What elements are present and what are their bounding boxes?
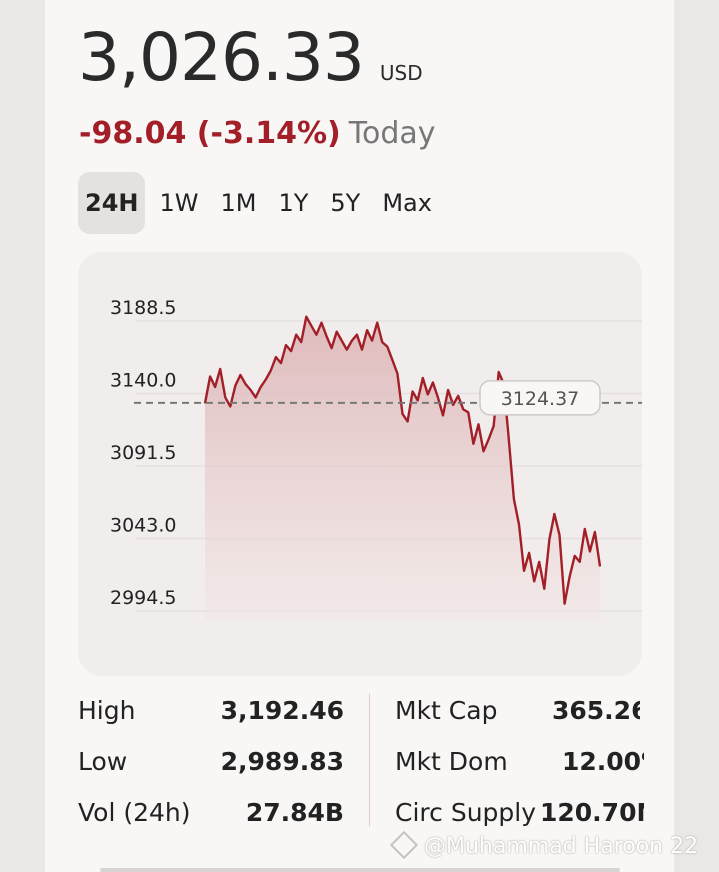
tab-1w[interactable]: 1W <box>159 189 199 217</box>
y-tick-label: 3043.0 <box>110 515 176 537</box>
mkt-dom-clip: 12.00% <box>538 745 644 779</box>
mkt-cap-clip: 365.26 <box>538 694 640 728</box>
mkt-dom-label: Mkt Dom <box>395 747 508 776</box>
volume-label: Vol (24h) <box>78 798 191 827</box>
currency-label: USD <box>379 61 423 85</box>
tab-24h[interactable]: 24H <box>78 172 146 234</box>
watermark: @Muhammad Haroon 22 <box>389 830 699 860</box>
mkt-dom-value: 12.00% <box>562 747 644 776</box>
low-value: 2,989.83 <box>220 747 344 776</box>
change-period: Today <box>348 116 436 151</box>
watermark-logo-icon <box>389 830 419 860</box>
reference-badge <box>479 380 601 416</box>
price-chart[interactable]: 3188.5 3140.0 3091.5 3043.0 2994.5 3124.37 <box>78 252 642 676</box>
watermark-text: @Muhammad Haroon 22 <box>424 834 699 859</box>
low-label: Low <box>78 747 128 776</box>
price-line <box>203 315 602 605</box>
tab-1m[interactable]: 1M <box>220 189 257 217</box>
price-header: 3,026.33 USD <box>78 18 423 98</box>
tab-max[interactable]: Max <box>382 189 432 217</box>
price-change-row: -98.04 (-3.14%) Today <box>79 112 436 156</box>
tab-1y[interactable]: 1Y <box>278 189 309 217</box>
volume-value: 27.84B <box>245 798 344 827</box>
circ-supply-value: 120.70M <box>540 798 644 827</box>
circ-supply-clip: 120.70M <box>538 796 644 830</box>
high-value: 3,192.46 <box>220 696 344 725</box>
y-tick-label: 3140.0 <box>110 370 176 392</box>
tab-5y[interactable]: 5Y <box>330 189 361 217</box>
price-chart-svg: 3188.5 3140.0 3091.5 3043.0 2994.5 3124.37 <box>110 297 642 619</box>
timeframe-tabs: 24H 1W 1M 1Y 5Y Max <box>78 172 446 234</box>
current-price: 3,026.33 <box>78 19 365 96</box>
reference-value: 3124.37 <box>501 388 580 410</box>
y-tick-label: 3188.5 <box>110 297 176 319</box>
price-change: -98.04 (-3.14%) <box>79 116 341 151</box>
bottom-edge <box>100 868 620 872</box>
market-stats: High 3,192.46 Low 2,989.83 Vol (24h) 27.… <box>78 688 644 838</box>
high-label: High <box>78 696 136 725</box>
circ-supply-label: Circ Supply <box>395 798 537 827</box>
mkt-cap-label: Mkt Cap <box>395 696 498 725</box>
mkt-cap-value: 365.26 <box>552 696 640 725</box>
y-tick-label: 2994.5 <box>110 587 176 609</box>
y-tick-label: 3091.5 <box>110 442 176 464</box>
stats-divider <box>369 694 370 826</box>
